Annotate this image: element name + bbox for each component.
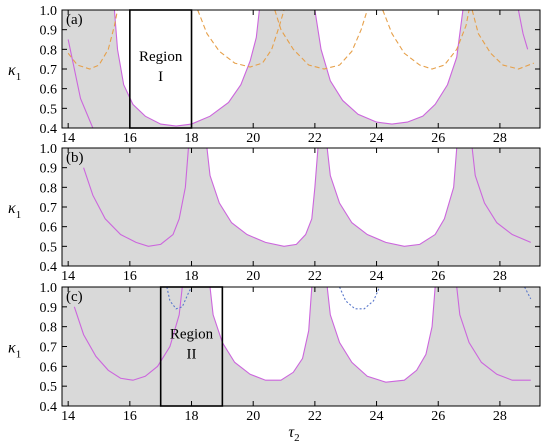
y-tick-label: 0.6 <box>40 221 58 236</box>
x-tick-label: 16 <box>123 269 137 284</box>
series-curve-8 <box>471 10 535 70</box>
series-curve-0 <box>73 287 183 381</box>
x-tick-label: 26 <box>431 269 445 284</box>
x-tick-label: 20 <box>246 269 260 284</box>
x-tick-label: 22 <box>308 409 322 424</box>
x-tick-label: 18 <box>185 131 199 146</box>
series-curve-3 <box>517 10 529 50</box>
unshaded-region <box>206 148 318 247</box>
panel-a: 14 16 18 20 22 24 26 28 0.4 0.5 0.6 0.7 0.8 0.9 1.0 (a)… <box>8 4 541 146</box>
series-curve-1 <box>209 287 313 381</box>
y-tick-label: 0.9 <box>40 162 58 177</box>
region-label: I <box>158 69 163 85</box>
y-tick-label: 1.0 <box>40 142 58 157</box>
series-curve-2 <box>326 287 436 383</box>
x-tick-label: 28 <box>493 131 507 146</box>
y-axis-label-sub: 1 <box>16 209 22 221</box>
y-tick-label: 0.4 <box>40 122 58 137</box>
unshaded-region <box>314 10 463 125</box>
x-tick-label: 18 <box>185 409 199 424</box>
x-tick-label: 24 <box>370 131 384 146</box>
y-tick-label: 0.9 <box>40 301 58 316</box>
x-tick-label: 26 <box>431 131 445 146</box>
region-box <box>159 286 224 407</box>
y-tick-label: 0.8 <box>40 321 58 336</box>
series-curve-3 <box>471 148 531 243</box>
x-tick-label: 16 <box>123 409 137 424</box>
x-tick-label: 26 <box>431 409 445 424</box>
x-tick-label: 14 <box>61 409 75 424</box>
panel-label: (b) <box>66 150 84 166</box>
unshaded-region <box>327 287 436 383</box>
x-tick-label: 24 <box>370 409 384 424</box>
y-axis-label: κ1 <box>8 340 21 361</box>
y-axis-label-sub: 1 <box>16 71 22 83</box>
y-tick-label: 0.8 <box>40 43 58 58</box>
x-tick-label: 28 <box>493 409 507 424</box>
series-curve-3 <box>456 287 531 381</box>
y-axis-label-sub: 1 <box>16 349 22 361</box>
y-tick-label: 0.6 <box>40 360 58 375</box>
x-tick-label: 14 <box>61 131 75 146</box>
series-curve-6 <box>274 10 368 70</box>
series-curve-1 <box>206 148 319 247</box>
y-axis-label: κ1 <box>8 200 21 221</box>
series-curve-2 <box>326 148 458 247</box>
series-curve-1 <box>113 10 260 127</box>
y-tick-label: 0.5 <box>40 102 58 117</box>
x-tick-label: 20 <box>246 131 260 146</box>
unshaded-region <box>327 148 457 247</box>
x-tick-label: 22 <box>308 269 322 284</box>
y-tick-label: 0.5 <box>40 240 58 255</box>
region-box <box>129 9 193 129</box>
y-tick-label: 0.4 <box>40 260 58 275</box>
region-label: II <box>187 347 197 363</box>
series-curve-4 <box>67 10 119 70</box>
x-tick-label: 14 <box>61 269 75 284</box>
y-tick-label: 0.4 <box>40 400 58 415</box>
x-tick-label: 24 <box>370 269 384 284</box>
y-axis-label: κ1 <box>8 62 21 83</box>
y-tick-label: 0.5 <box>40 380 58 395</box>
unshaded-region <box>210 287 312 381</box>
y-tick-label: 0.7 <box>40 341 58 356</box>
y-tick-label: 0.9 <box>40 24 58 39</box>
series-curve-5 <box>197 10 285 68</box>
region-label: Region <box>170 327 214 343</box>
series-curve-0 <box>67 39 94 128</box>
y-tick-label: 1.0 <box>40 281 58 296</box>
x-tick-label: 16 <box>123 131 137 146</box>
y-tick-label: 1.0 <box>40 4 58 19</box>
panel-label: (c) <box>66 289 83 305</box>
y-tick-label: 0.8 <box>40 181 58 196</box>
panel-c: 14 16 18 20 22 24 26 28 0.4 0.5 0.6 0.7 0.8 0.9 1.0 (c)… <box>8 281 541 424</box>
x-axis-label-sub: 2 <box>294 432 300 444</box>
x-tick-label: 18 <box>185 269 199 284</box>
y-tick-label: 0.6 <box>40 83 58 98</box>
panel-b: 14 16 18 20 22 24 26 28 0.4 0.5 0.6 0.7 0.8 0.9 1.0 (b)… <box>8 142 541 284</box>
x-tick-label: 20 <box>246 409 260 424</box>
region-label: Region <box>139 49 183 65</box>
panel-label: (a) <box>66 12 83 28</box>
x-tick-label: 28 <box>493 269 507 284</box>
y-tick-label: 0.7 <box>40 201 58 216</box>
series-curve-2 <box>314 10 464 125</box>
series-curve-7 <box>382 10 470 70</box>
series-curve-5 <box>339 287 381 310</box>
x-axis-label: τ2 <box>288 424 299 444</box>
y-tick-label: 0.7 <box>40 63 58 78</box>
x-tick-label: 22 <box>308 131 322 146</box>
unshaded-region <box>114 10 260 127</box>
series-curve-0 <box>83 148 189 247</box>
